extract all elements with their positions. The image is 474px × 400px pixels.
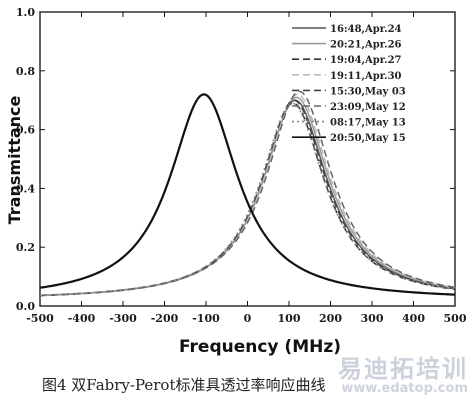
series-lines [39, 90, 456, 297]
x-tick-label: 100 [278, 312, 301, 325]
y-tick-label: 0.0 [16, 300, 35, 313]
series-line-6 [39, 90, 456, 297]
x-axis-ticks: -500 -400 -300 -200 -100 0 100 200 300 400 500 [26, 12, 467, 325]
x-axis-title: Frequency (MHz) [179, 337, 341, 357]
y-tick-label: 0.2 [16, 241, 35, 254]
legend-label: 08:17,May 13 [330, 118, 406, 129]
x-tick-label: 400 [402, 312, 425, 325]
watermark-url: www.edatop.com [341, 381, 468, 396]
transmittance-chart: 0.00.20.40.60.81.0 -500 -400 -300 -200 -100 0… [5, 6, 467, 357]
x-tick-label: -100 [192, 312, 220, 325]
x-tick-label: -300 [109, 312, 137, 325]
legend-label: 20:21,Apr.26 [330, 40, 402, 51]
legend-label: 19:11,Apr.30 [330, 71, 402, 82]
series-line-7 [39, 102, 456, 297]
x-tick-label: 200 [319, 312, 342, 325]
x-tick-label: 500 [444, 312, 467, 325]
y-axis-ticks: 0.0 0.2 0.4 0.6 0.8 1.0 [16, 6, 455, 313]
y-tick-label: 0.4 [16, 182, 35, 195]
legend-label: 20:50,May 15 [330, 133, 406, 144]
y-tick-label: 1.0 [16, 6, 35, 19]
x-tick-label: -200 [151, 312, 179, 325]
legend-label: 15:30,May 03 [330, 86, 406, 97]
y-tick-label: 0.8 [16, 65, 35, 78]
x-tick-label: -400 [68, 312, 96, 325]
plot-area [39, 11, 456, 307]
figure-caption: 图4 双Fabry-Perot标准具透过率响应曲线 [42, 376, 326, 394]
x-tick-label: 300 [361, 312, 384, 325]
legend-label: 19:04,Apr.27 [330, 55, 402, 66]
watermark-brand: 易迪拓培训 [338, 355, 468, 383]
series-line-8 [39, 93, 456, 296]
legend: 16:48,Apr.24 20:21,Apr.26 19:04,Apr.27 19:1… [292, 24, 406, 144]
watermark: 易迪拓培训 www.edatop.com [338, 356, 468, 396]
y-tick-label: 0.6 [16, 124, 35, 137]
x-tick-label: -500 [26, 312, 54, 325]
legend-label: 16:48,Apr.24 [330, 24, 402, 35]
legend-label: 23:09,May 12 [330, 102, 406, 113]
y-axis-title: Transmittance [5, 95, 24, 224]
x-tick-label: 0 [244, 312, 252, 325]
